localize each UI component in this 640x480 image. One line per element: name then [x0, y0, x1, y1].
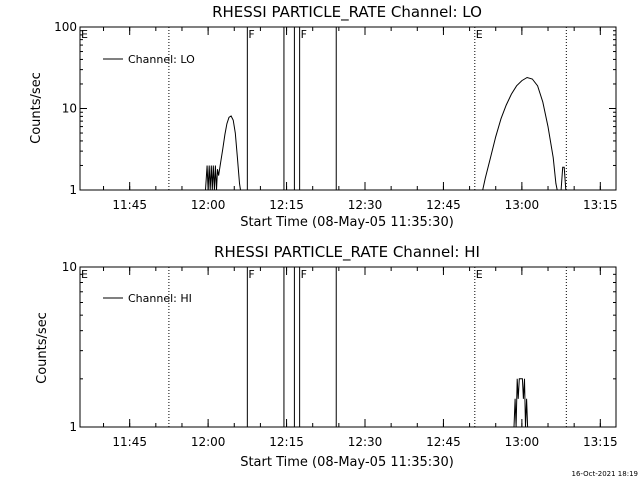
hi-x-tick-label: 12:15	[269, 435, 304, 449]
hi-marker-label: F	[248, 268, 254, 281]
lo-x-tick-label: 12:45	[426, 198, 461, 212]
hi-y-tick-label: 10	[62, 260, 77, 274]
plot-timestamp: 16-Oct-2021 18:19	[572, 470, 638, 478]
hi-y-axis-label: Counts/sec	[35, 312, 50, 384]
hi-data-series	[513, 378, 529, 428]
lo-legend-label: Channel: LO	[128, 53, 195, 66]
hi-legend-label: Channel: HI	[128, 292, 192, 305]
hi-x-tick-label: 13:00	[505, 435, 540, 449]
hi-marker-label: E	[476, 268, 483, 281]
lo-data-series	[560, 166, 567, 191]
hi-marker-label: F	[301, 268, 307, 281]
hi-y-tick-label: 1	[69, 420, 77, 434]
lo-marker-label: F	[301, 28, 307, 41]
lo-channel-panel: RHESSI PARTICLE_RATE Channel: LO Start T…	[29, 3, 618, 230]
lo-x-tick-label: 12:00	[191, 198, 226, 212]
hi-panel-title: RHESSI PARTICLE_RATE Channel: HI	[214, 243, 480, 262]
lo-y-tick-label: 1	[69, 183, 77, 197]
lo-x-tick-label: 12:30	[348, 198, 383, 212]
hi-marker-label: E	[81, 268, 88, 281]
lo-marker-label: E	[476, 28, 483, 41]
lo-x-axis-label: Start Time (08-May-05 11:35:30)	[240, 215, 454, 230]
lo-x-tick-label: 13:15	[583, 198, 618, 212]
hi-x-tick-label: 11:45	[112, 435, 147, 449]
hi-x-tick-label: 13:15	[583, 435, 618, 449]
hi-x-tick-label: 12:00	[191, 435, 226, 449]
hi-plot-frame	[79, 266, 617, 428]
lo-x-tick-label: 12:15	[269, 198, 304, 212]
lo-marker-label: E	[81, 28, 88, 41]
lo-data-series	[482, 76, 558, 191]
hi-x-tick-label: 12:30	[348, 435, 383, 449]
lo-data-series	[205, 115, 241, 191]
lo-y-tick-label: 100	[54, 20, 77, 34]
hi-channel-panel: RHESSI PARTICLE_RATE Channel: HI Start T…	[35, 243, 618, 470]
lo-y-tick-label: 10	[62, 102, 77, 116]
hi-x-axis-label: Start Time (08-May-05 11:35:30)	[240, 455, 454, 470]
lo-x-tick-label: 13:00	[505, 198, 540, 212]
lo-y-axis-label: Counts/sec	[29, 72, 44, 144]
hi-x-tick-label: 12:45	[426, 435, 461, 449]
lo-x-tick-label: 11:45	[112, 198, 147, 212]
lo-marker-label: F	[248, 28, 254, 41]
lo-panel-title: RHESSI PARTICLE_RATE Channel: LO	[212, 3, 482, 22]
